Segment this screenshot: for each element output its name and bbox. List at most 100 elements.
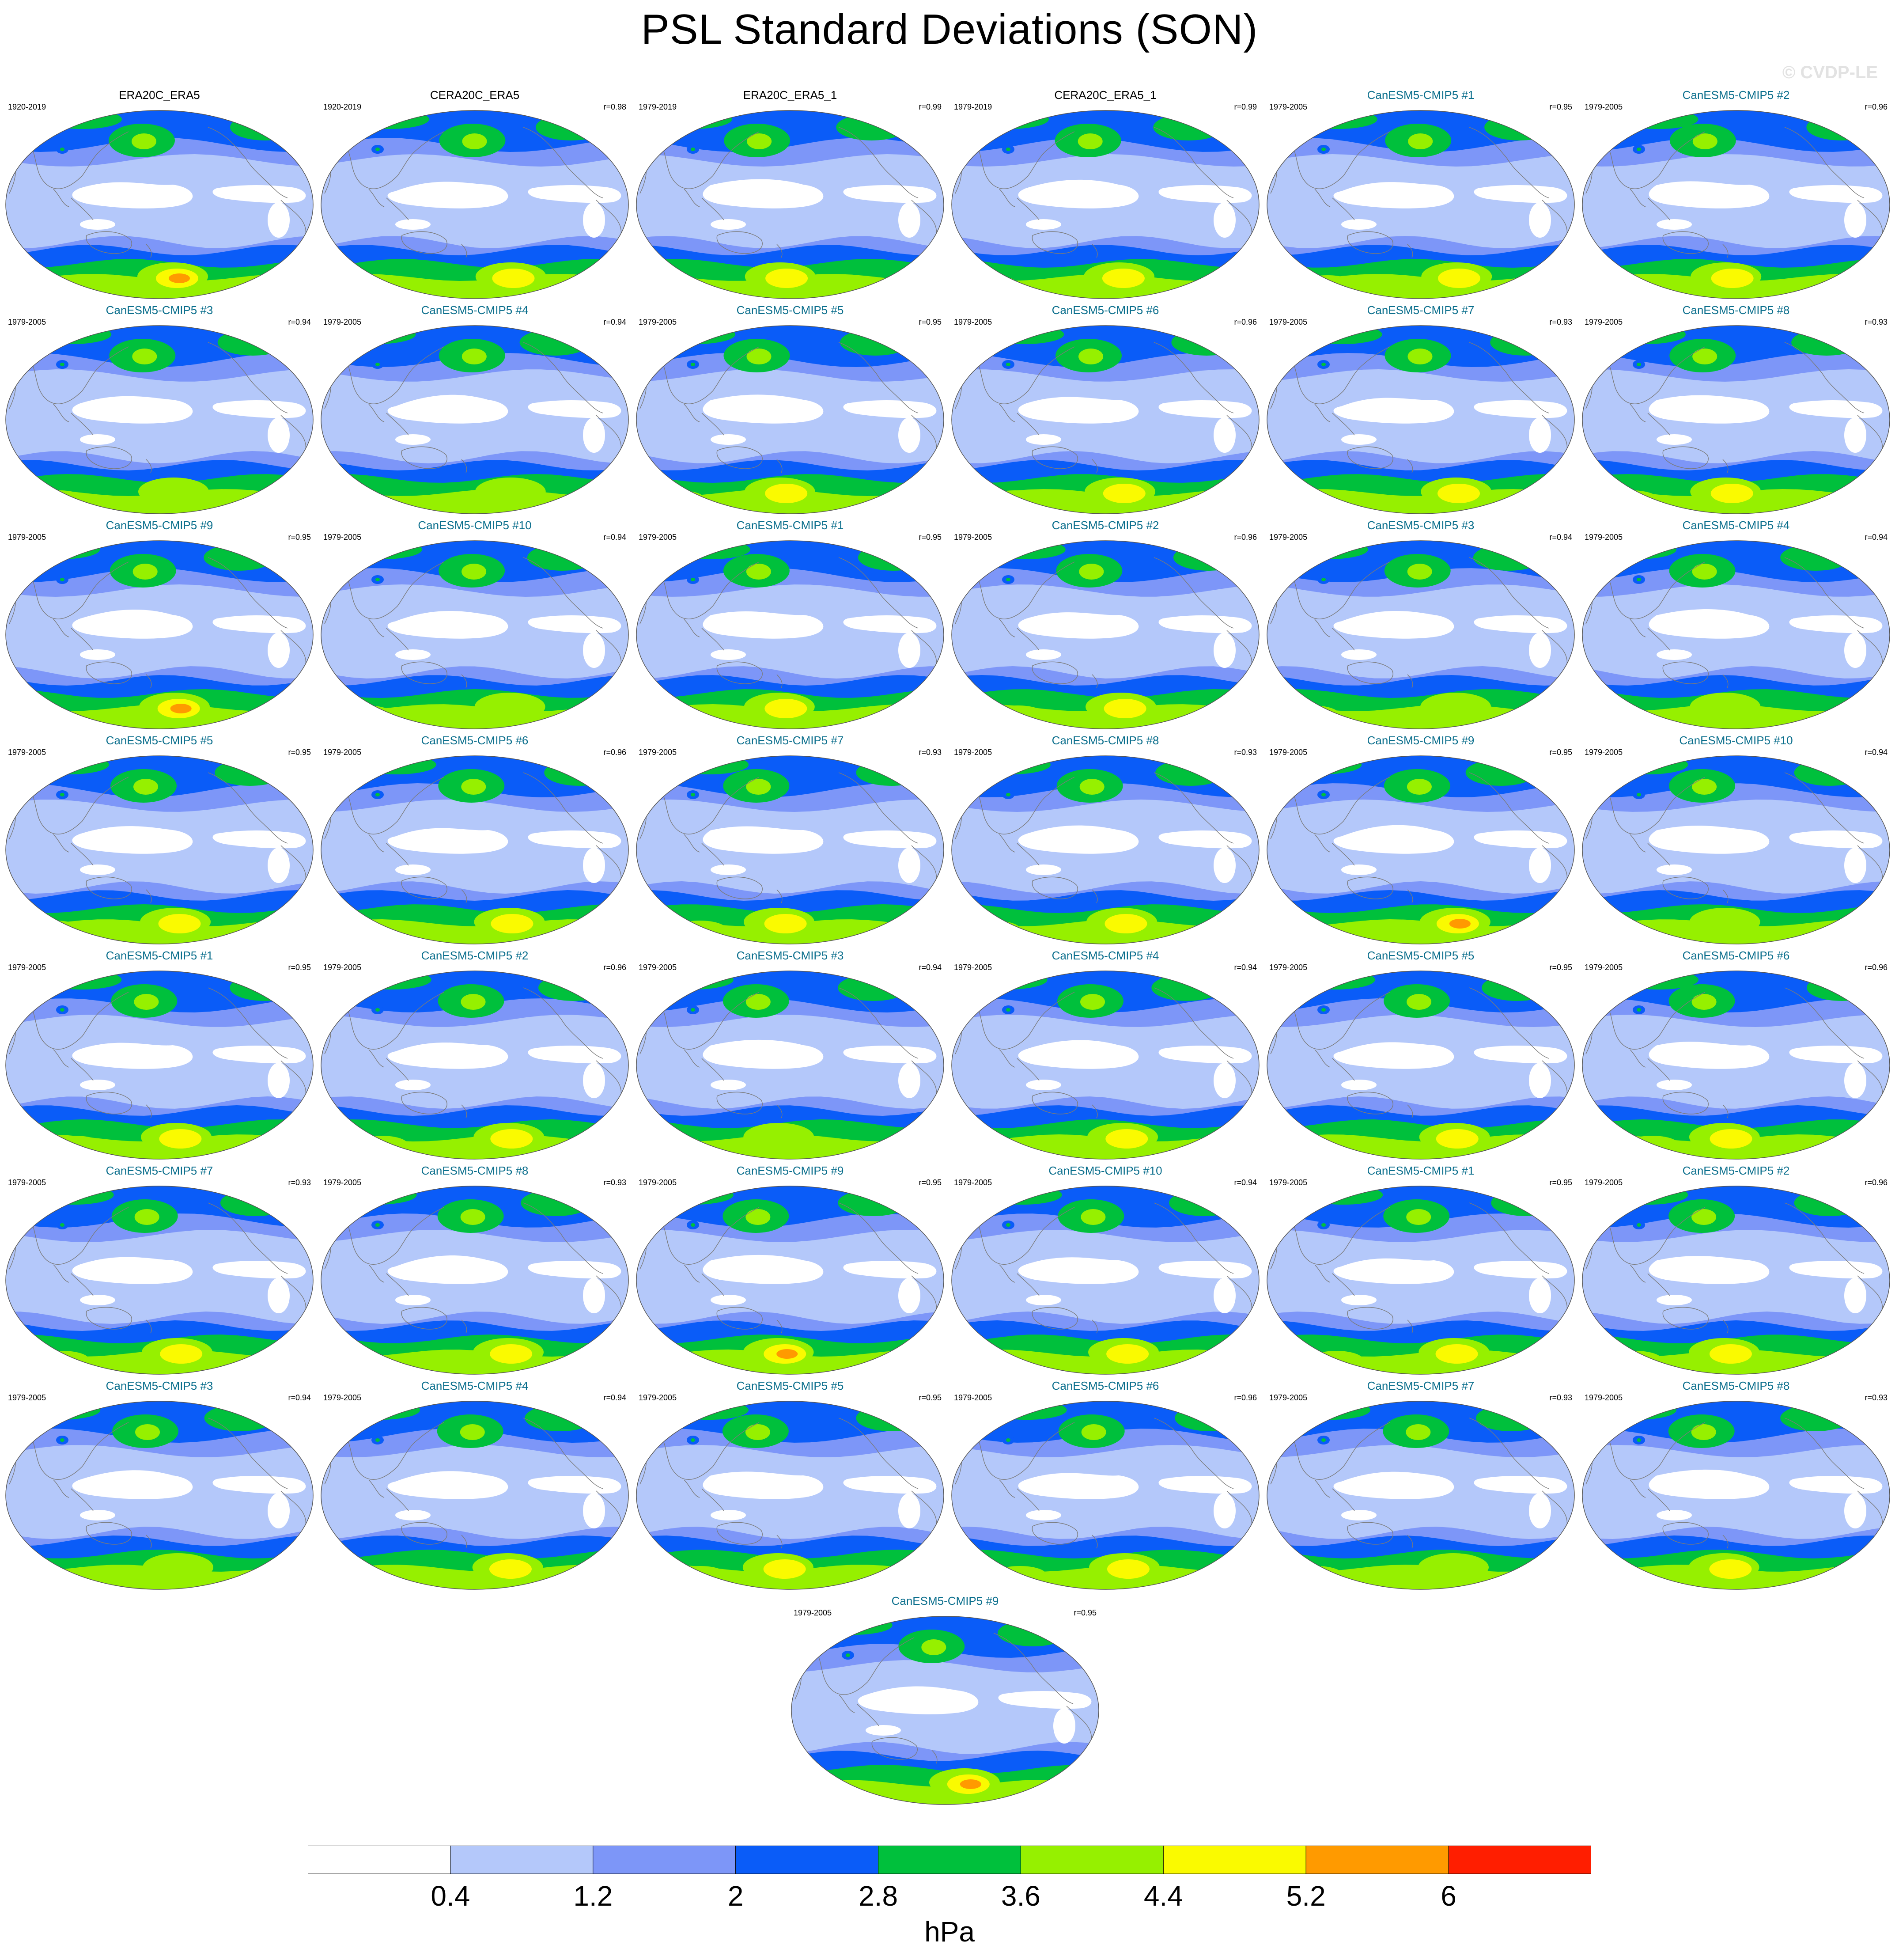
colorbar-tick-label: 6 <box>1441 1880 1456 1912</box>
colorbar-units: hPa <box>924 1916 975 1948</box>
map-panel: CanESM5-CMIP5 #5 1979-2005 r=0.95 <box>633 1379 947 1593</box>
panel-title: CanESM5-CMIP5 #6 <box>1052 303 1159 317</box>
panel-correlation: r=0.96 <box>1234 1393 1257 1402</box>
colorbar-tick-label: 5.2 <box>1286 1880 1326 1912</box>
colorbar-swatch <box>1163 1846 1306 1874</box>
panel-years: 1979-2005 <box>1585 318 1623 326</box>
panel-years: 1979-2019 <box>954 102 992 111</box>
map-panel: ERA20C_ERA5_1 1979-2019 r=0.99 <box>633 88 947 303</box>
map-panel: CanESM5-CMIP5 #7 1979-2005 r=0.93 <box>1264 1379 1577 1593</box>
panel-years: 1979-2005 <box>8 1178 46 1187</box>
panel-title: CanESM5-CMIP5 #5 <box>1367 949 1475 962</box>
colorbar-swatch <box>450 1846 594 1874</box>
panel-correlation: r=0.96 <box>1865 963 1888 972</box>
map-panel-grid: ERA20C_ERA5 1920-2019 CERA20C_ERA5 1920-201… <box>3 88 1893 1805</box>
psl-stddev-map <box>636 971 944 1160</box>
panel-title: CanESM5-CMIP5 #1 <box>106 949 213 962</box>
panel-years: 1979-2005 <box>8 748 46 757</box>
map-panel: CanESM5-CMIP5 #1 1979-2005 r=0.95 <box>633 519 947 733</box>
psl-stddev-map <box>1267 971 1575 1160</box>
panel-title: CanESM5-CMIP5 #10 <box>1048 1164 1162 1177</box>
panel-years: 1979-2005 <box>8 318 46 326</box>
panel-years: 1979-2005 <box>639 533 677 542</box>
panel-years: 1979-2005 <box>1585 963 1623 972</box>
map-panel: CanESM5-CMIP5 #10 1979-2005 r=0.94 <box>1579 734 1893 948</box>
panel-correlation: r=0.94 <box>603 318 626 326</box>
map-panel: CanESM5-CMIP5 #2 1979-2005 r=0.96 <box>1579 88 1893 303</box>
watermark: © CVDP-LE <box>1782 63 1878 82</box>
panel-correlation: r=0.94 <box>1234 963 1257 972</box>
psl-stddev-map <box>636 110 944 299</box>
colorbar-swatch <box>878 1846 1021 1874</box>
panel-correlation: r=0.95 <box>288 533 311 542</box>
panel-title: ERA20C_ERA5 <box>119 88 200 102</box>
psl-stddev-map <box>1582 1401 1890 1590</box>
panel-correlation: r=0.96 <box>1865 1178 1888 1187</box>
panel-years: 1979-2019 <box>639 102 677 111</box>
panel-years: 1979-2005 <box>1585 748 1623 757</box>
colorbar-swatch <box>735 1846 879 1874</box>
psl-stddev-map <box>5 1186 314 1375</box>
panel-years: 1979-2005 <box>1269 533 1308 542</box>
panel-years: 1979-2005 <box>1269 1178 1308 1187</box>
panel-title: CanESM5-CMIP5 #4 <box>421 303 529 317</box>
panel-correlation: r=0.94 <box>1234 1178 1257 1187</box>
panel-title: CanESM5-CMIP5 #5 <box>106 734 213 747</box>
panel-title: CanESM5-CMIP5 #4 <box>1052 949 1159 962</box>
colorbar-swatch <box>1305 1846 1449 1874</box>
panel-correlation: r=0.95 <box>919 1178 942 1187</box>
panel-title: CanESM5-CMIP5 #3 <box>736 949 844 962</box>
panel-years: 1979-2005 <box>323 963 362 972</box>
psl-stddev-map <box>5 971 314 1160</box>
panel-years: 1979-2005 <box>323 318 362 326</box>
panel-title: CanESM5-CMIP5 #7 <box>1367 1379 1475 1392</box>
panel-correlation: r=0.95 <box>1549 1178 1572 1187</box>
map-panel: CanESM5-CMIP5 #5 1979-2005 r=0.95 <box>3 734 316 948</box>
map-panel: CanESM5-CMIP5 #1 1979-2005 r=0.95 <box>1264 88 1577 303</box>
map-panel: CanESM5-CMIP5 #5 1979-2005 r=0.95 <box>633 303 947 518</box>
panel-years: 1979-2005 <box>954 748 992 757</box>
map-panel: CanESM5-CMIP5 #10 1979-2005 r=0.94 <box>318 519 632 733</box>
map-panel: CanESM5-CMIP5 #3 1979-2005 r=0.94 <box>633 949 947 1163</box>
panel-correlation: r=0.94 <box>919 963 942 972</box>
panel-title: CanESM5-CMIP5 #10 <box>418 519 532 532</box>
psl-stddev-map <box>321 110 629 299</box>
panel-correlation: r=0.95 <box>1549 963 1572 972</box>
panel-years: 1979-2005 <box>639 1178 677 1187</box>
map-panel: CanESM5-CMIP5 #4 1979-2005 r=0.94 <box>1579 519 1893 733</box>
map-panel: CanESM5-CMIP5 #4 1979-2005 r=0.94 <box>318 1379 632 1593</box>
panel-correlation: r=0.94 <box>603 533 626 542</box>
psl-stddev-map <box>1267 325 1575 514</box>
panel-years: 1979-2005 <box>323 533 362 542</box>
psl-stddev-map <box>636 755 944 944</box>
map-panel: CanESM5-CMIP5 #6 1979-2005 r=0.96 <box>949 1379 1262 1593</box>
psl-stddev-map <box>951 1186 1260 1375</box>
panel-title: CanESM5-CMIP5 #4 <box>421 1379 529 1392</box>
panel-title: CanESM5-CMIP5 #4 <box>1682 519 1790 532</box>
panel-title: CanESM5-CMIP5 #8 <box>421 1164 529 1177</box>
panel-title: CanESM5-CMIP5 #7 <box>736 734 844 747</box>
map-panel: CanESM5-CMIP5 #2 1979-2005 r=0.96 <box>1579 1164 1893 1378</box>
panel-years: 1979-2005 <box>323 1178 362 1187</box>
psl-stddev-map <box>5 540 314 729</box>
psl-stddev-map <box>5 755 314 944</box>
map-panel: CanESM5-CMIP5 #2 1979-2005 r=0.96 <box>949 519 1262 733</box>
psl-stddev-map <box>1582 971 1890 1160</box>
map-panel: CanESM5-CMIP5 #9 1979-2005 r=0.95 <box>3 519 316 733</box>
psl-stddev-map <box>321 325 629 514</box>
psl-stddev-map <box>951 1401 1260 1590</box>
map-panel: CanESM5-CMIP5 #7 1979-2005 r=0.93 <box>3 1164 316 1378</box>
colorbar-swatch <box>1020 1846 1164 1874</box>
psl-stddev-map <box>636 540 944 729</box>
map-panel: CanESM5-CMIP5 #7 1979-2005 r=0.93 <box>633 734 947 948</box>
panel-correlation: r=0.95 <box>288 963 311 972</box>
map-panel: CanESM5-CMIP5 #6 1979-2005 r=0.96 <box>318 734 632 948</box>
map-panel: ERA20C_ERA5 1920-2019 <box>3 88 316 303</box>
panel-title: CanESM5-CMIP5 #2 <box>1682 88 1790 102</box>
psl-stddev-map <box>951 325 1260 514</box>
map-panel: CanESM5-CMIP5 #8 1979-2005 r=0.93 <box>949 734 1262 948</box>
map-panel: CanESM5-CMIP5 #4 1979-2005 r=0.94 <box>949 949 1262 1163</box>
map-panel: CanESM5-CMIP5 #2 1979-2005 r=0.96 <box>318 949 632 1163</box>
psl-stddev-map <box>636 1401 944 1590</box>
panel-correlation: r=0.94 <box>1549 533 1572 542</box>
